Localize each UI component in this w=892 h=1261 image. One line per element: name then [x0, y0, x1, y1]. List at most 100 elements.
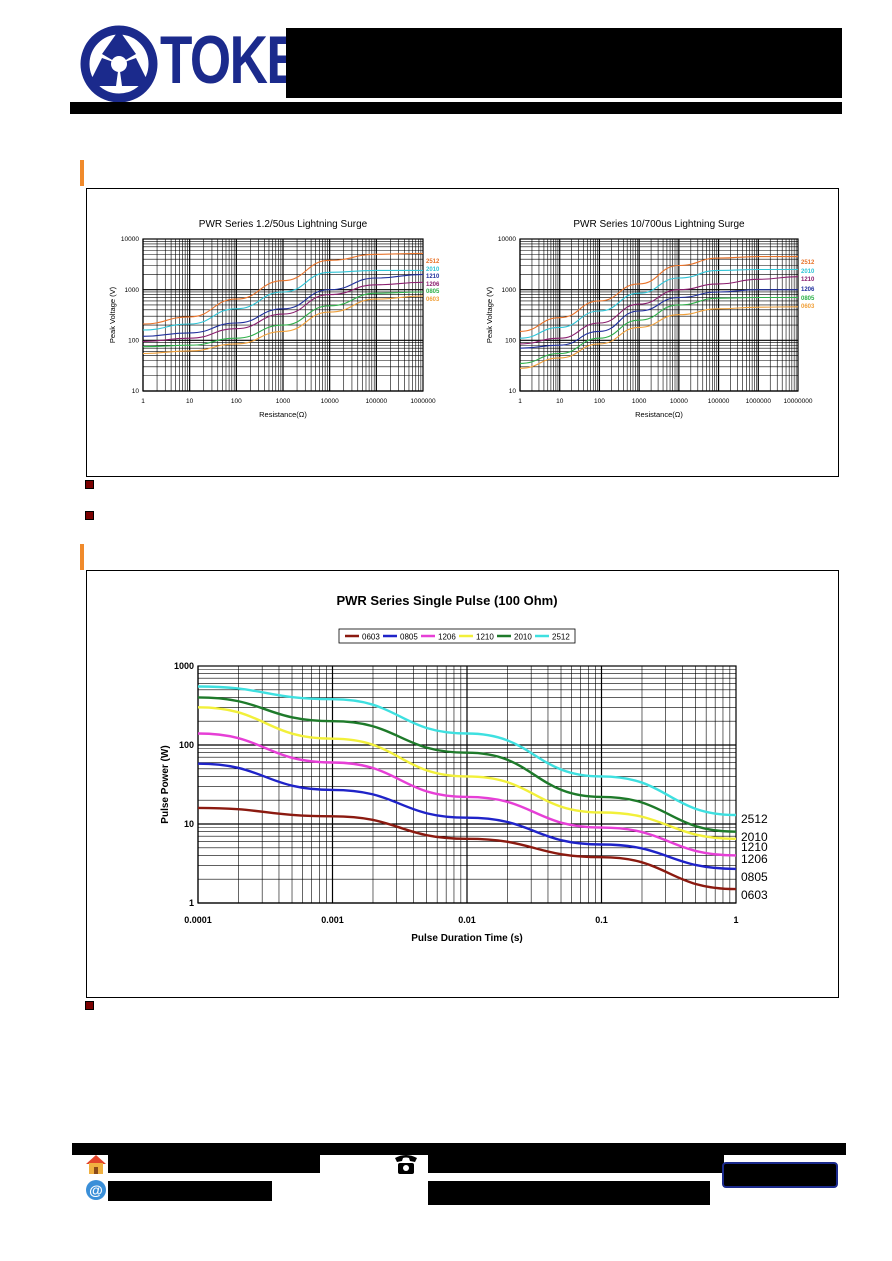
series-line-0603: [197, 806, 737, 891]
x-tick-label: 10: [186, 398, 194, 405]
y-tick-label: 10: [184, 819, 194, 829]
y-axis-label: Peak Voltage (V): [108, 286, 117, 343]
y-axis-label: Peak Voltage (V): [485, 286, 494, 343]
note-bullet: [85, 1001, 94, 1010]
series-line-0603: [142, 295, 424, 355]
plot-border: [142, 238, 424, 392]
x-tick-label: 10: [556, 398, 564, 405]
series-end-label: 2512: [426, 259, 440, 265]
x-tick-label: 1000: [276, 398, 291, 405]
series-line-1210: [519, 276, 799, 345]
series-end-label: 1210: [801, 277, 815, 283]
y-tick-label: 10: [509, 388, 517, 395]
series-end-label: 1210: [426, 274, 440, 280]
series-line-0805: [197, 762, 737, 871]
footer-link-box: [722, 1162, 838, 1188]
series-end-label: 2010: [426, 267, 440, 273]
x-axis-label: Resistance(Ω): [635, 410, 683, 419]
x-tick-label: 1000: [632, 398, 647, 405]
y-tick-label: 1000: [174, 661, 194, 671]
x-tick-label: 10000: [321, 398, 339, 405]
y-tick-label: 1: [189, 898, 194, 908]
footer-divider: [72, 1143, 846, 1155]
series-end-label: 0603: [426, 297, 440, 303]
series-line-2010: [197, 696, 737, 833]
series-line-1210: [142, 273, 424, 337]
y-tick-label: 10000: [121, 236, 139, 243]
y-tick-label: 100: [179, 740, 194, 750]
footer-fax-bar: [428, 1181, 710, 1205]
note-bullet: [85, 480, 94, 489]
x-tick-label: 1000000: [410, 398, 436, 405]
series-line-2512: [519, 256, 798, 332]
y-tick-label: 10: [132, 388, 140, 395]
x-axis-label: Resistance(Ω): [259, 410, 307, 419]
plot-area: [520, 239, 798, 391]
series-end-label: 0805: [426, 289, 440, 295]
plot-border: [519, 238, 799, 392]
x-tick-label: 1000000: [746, 398, 772, 405]
token-logo-mark: [80, 25, 158, 103]
pulse-chart-frame: PWR Series Single Pulse (100 Ohm) 0.0001 0…: [86, 570, 839, 998]
series-end-label: 1206: [426, 282, 440, 288]
note-bullet: [85, 511, 94, 520]
series-line-1210: [197, 706, 737, 840]
legend-entry: 1210: [476, 633, 494, 642]
section-marker: [80, 544, 84, 570]
x-tick-label: 10000000: [784, 398, 813, 405]
legend-entry: 2512: [552, 633, 570, 642]
series-line-1206: [519, 289, 798, 349]
x-tick-label: 100: [231, 398, 242, 405]
legend-entry: 2010: [514, 633, 532, 642]
x-tick-label: 10000: [670, 398, 688, 405]
series-end-label: 1206: [801, 287, 815, 293]
footer-email-bar: [108, 1181, 272, 1201]
series-end-label: 0603: [801, 304, 815, 310]
y-tick-label: 1000: [502, 287, 517, 294]
phone-icon: [395, 1155, 417, 1174]
chart-title: PWR Series Single Pulse (100 Ohm): [336, 593, 557, 608]
surge-charts-frame: PWR Series 1.2/50us Lightning Surge 1 10 10…: [86, 188, 839, 477]
header-banner: [286, 28, 842, 98]
series-end-label: 1206: [741, 852, 768, 866]
y-tick-label: 100: [128, 338, 139, 345]
email-icon: @: [86, 1180, 106, 1200]
x-tick-label: 100: [594, 398, 605, 405]
x-tick-label: 0.1: [595, 915, 608, 925]
x-tick-label: 1: [518, 398, 522, 405]
chart-single-pulse: PWR Series Single Pulse (100 Ohm) 0.0001 0…: [160, 593, 768, 944]
series-line-2512: [197, 685, 737, 817]
series-end-label: 0805: [741, 870, 768, 884]
legend-entry: 1206: [438, 633, 456, 642]
series-line-0805: [142, 291, 424, 348]
x-tick-label: 100000: [365, 398, 387, 405]
series-end-label: 0603: [741, 888, 768, 902]
x-tick-label: 1: [141, 398, 145, 405]
series-end-label: 1210: [741, 840, 768, 854]
svg-text:@: @: [89, 1182, 103, 1198]
y-tick-label: 10000: [498, 236, 516, 243]
series-line-2512: [142, 252, 424, 325]
chart-title: PWR Series 10/700us Lightning Surge: [573, 219, 745, 230]
series-line-1206: [142, 281, 424, 343]
series-line-2010: [519, 268, 798, 339]
series-line-2010: [142, 269, 423, 331]
series-end-label: 2512: [801, 260, 815, 266]
x-axis-label: Pulse Duration Time (s): [411, 933, 523, 944]
y-tick-label: 1000: [125, 287, 140, 294]
x-tick-label: 0.0001: [184, 915, 212, 925]
y-axis-label: Pulse Power (W): [160, 745, 171, 823]
footer-phone-bar: [428, 1153, 724, 1173]
chart-title: PWR Series 1.2/50us Lightning Surge: [199, 219, 368, 230]
series-end-label: 2010: [801, 269, 815, 275]
legend-entry: 0603: [362, 633, 380, 642]
series-end-label: 2010: [741, 830, 768, 844]
series-line-0603: [519, 306, 799, 369]
plot-border: [197, 665, 737, 904]
x-tick-label: 0.001: [321, 915, 344, 925]
section-marker: [80, 160, 84, 186]
y-tick-label: 100: [505, 338, 516, 345]
header-divider: [70, 102, 842, 114]
